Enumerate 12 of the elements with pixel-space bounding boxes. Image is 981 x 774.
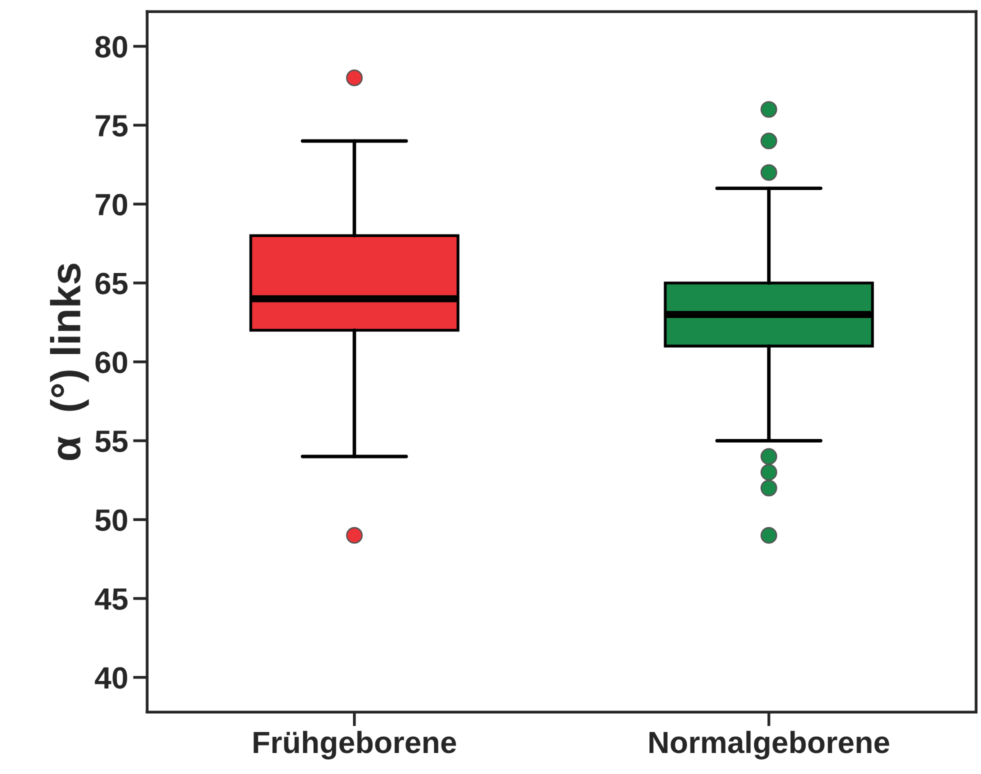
y-tick-label: 65 bbox=[96, 272, 128, 294]
x-tick-label: Normalgeborene bbox=[650, 730, 890, 760]
y-tick-label: 75 bbox=[96, 115, 128, 137]
y-tick-label: 80 bbox=[95, 36, 128, 58]
y-tick-label: 50 bbox=[95, 509, 128, 531]
y-tick-label: 45 bbox=[94, 588, 128, 610]
y-axis-title: α (°) links bbox=[50, 264, 89, 460]
y-tick-label: 55 bbox=[95, 430, 128, 452]
y-tick-label: 60 bbox=[96, 352, 128, 374]
y-tick-label: 40 bbox=[94, 667, 128, 689]
x-tick-label: Frühgeborene bbox=[254, 730, 456, 760]
y-tick-label: 70 bbox=[96, 194, 128, 216]
